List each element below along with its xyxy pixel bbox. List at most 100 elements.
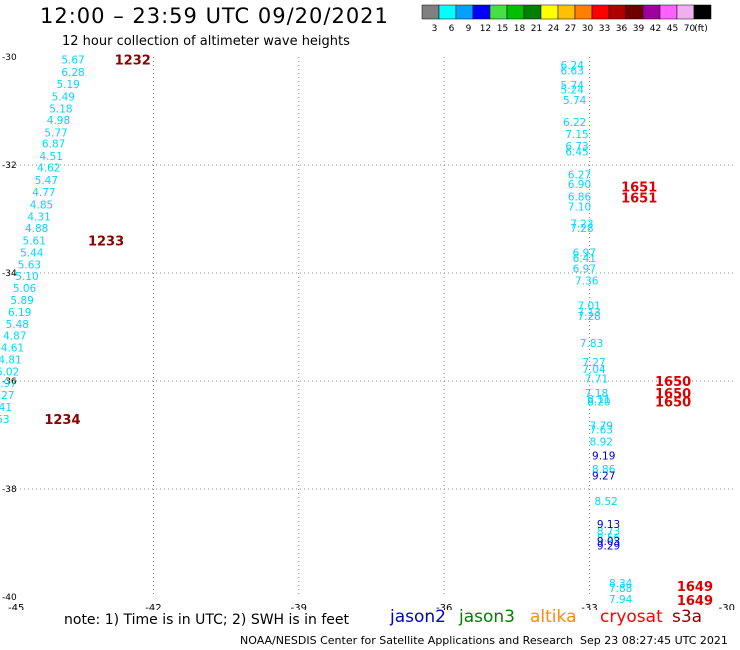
satellite-label-cryosat: cryosat — [600, 607, 663, 627]
wave-height-label: 8.56 — [597, 533, 621, 545]
wave-height-label: 7.71 — [585, 373, 608, 385]
wave-height-label: 4.51 — [40, 151, 63, 163]
wave-height-label: 6.27 — [568, 170, 591, 182]
legend-tick-label: 30 — [582, 24, 594, 34]
wave-height-label: 6.28 — [61, 67, 84, 79]
legend-swatch — [693, 4, 712, 20]
wave-height-label: 9.13 — [597, 519, 620, 531]
satellite-label-altika: altika — [530, 607, 577, 627]
footer-note: note: 1) Time is in UTC; 2) SWH is in fe… — [64, 612, 350, 628]
legend-tick-label: 42 — [650, 24, 661, 34]
wave-height-label: 8.92 — [590, 436, 613, 448]
wave-height-label: 8.73 — [597, 526, 620, 538]
wave-height-label: 7.83 — [580, 338, 603, 350]
wave-height-label: 4.98 — [47, 115, 70, 127]
wave-height-label: 6.73 — [565, 141, 588, 153]
wave-height-label: 5.74 — [563, 95, 587, 107]
legend-tick-label: 3 — [432, 24, 438, 34]
wave-height-label: 9.03 — [597, 536, 620, 548]
y-tick-label: -30 — [2, 53, 17, 63]
wave-height-label: 5.97 — [0, 378, 17, 390]
wave-height-label: 7.63 — [590, 425, 613, 437]
wave-height-label: 7.04 — [582, 364, 606, 376]
wave-height-label: 5.47 — [35, 175, 58, 187]
legend-tick-label: 70 — [684, 24, 696, 34]
wave-height-label: 5.10 — [15, 271, 38, 283]
wave-height-label: 5.63 — [18, 259, 41, 271]
satellite-label-jason2: jason2 — [390, 607, 446, 627]
footer-timestamp: Sep 23 08:27:45 UTC 2021 — [580, 634, 728, 647]
chart-title: 12:00 – 23:59 UTC 09/20/2021 — [40, 4, 389, 28]
wave-height-label: 8.86 — [592, 464, 616, 476]
time-label: 1650 — [655, 375, 691, 390]
wave-height-label: 9.29 — [597, 541, 620, 553]
plot-area: -45 -42 -39 -36 -33 -30 -30 -32 -34 -36 -38 -40 5.67… — [0, 53, 735, 610]
satellite-label-s3a: s3a — [672, 607, 703, 627]
wave-height-label: 5.44 — [20, 247, 44, 259]
y-tick-label: -40 — [2, 593, 17, 603]
wave-height-label: 7.28 — [570, 223, 593, 235]
x-tick-label: -36 — [436, 603, 452, 610]
wave-height-label: 6.02 — [0, 366, 19, 378]
wave-height-label: 4.87 — [3, 331, 26, 343]
wave-height-label: 7.41 — [0, 402, 12, 414]
wave-height-label: 7.27 — [582, 357, 605, 369]
wave-height-label: 6.90 — [568, 179, 591, 191]
wave-height-label: 7.01 — [577, 300, 600, 312]
wave-height-label: 4.88 — [25, 223, 48, 235]
wave-height-label: 7.10 — [568, 202, 591, 214]
time-label: 1651 — [621, 191, 657, 206]
wave-height-label: 5.53 — [0, 414, 10, 426]
y-tick-label: -36 — [2, 377, 17, 387]
y-tick-label: -38 — [2, 485, 17, 495]
wave-height-label: 7.18 — [585, 388, 608, 400]
wave-height-label: 8.34 — [609, 578, 633, 590]
legend-unit: (ft) — [694, 24, 708, 34]
legend-tick-label: 27 — [565, 24, 576, 34]
time-label: 1651 — [621, 181, 657, 196]
wave-height-label: 5.89 — [10, 295, 33, 307]
x-tick-label: -39 — [291, 603, 307, 610]
legend-tick-label: 12 — [480, 24, 491, 34]
wave-height-label: 4.61 — [1, 343, 24, 355]
time-label: 1233 — [88, 235, 124, 250]
wave-height-label: 6.97 — [573, 247, 596, 259]
wave-height-label: 7.94 — [609, 594, 633, 606]
x-tick-label: -30 — [719, 603, 735, 610]
wave-height-label: 6.27 — [0, 390, 14, 402]
time-label: 1649 — [677, 580, 713, 595]
y-tick-label: -32 — [2, 161, 17, 171]
wave-height-label: 4.31 — [27, 211, 50, 223]
color-legend: 3 6 9 12 15 18 21 24 27 30 33 36 39 42 45 70(ft) — [421, 4, 712, 34]
wave-height-label: 8.52 — [594, 496, 617, 508]
x-tick-label: -33 — [581, 603, 597, 610]
time-label: 1649 — [677, 594, 713, 609]
wave-height-label: 6.19 — [8, 307, 31, 319]
legend-tick-label: 15 — [497, 24, 508, 34]
wave-height-label: 6.45 — [565, 147, 588, 159]
legend-tick-label: 18 — [514, 24, 526, 34]
wave-height-label: 6.86 — [568, 191, 592, 203]
wave-height-label: 7.88 — [609, 583, 632, 595]
wave-height-label: 4.85 — [30, 199, 53, 211]
wave-height-label: 9.27 — [592, 471, 615, 483]
wave-height-label: 4.77 — [32, 187, 55, 199]
time-label: 1650 — [655, 387, 691, 402]
time-label: 1232 — [115, 54, 151, 69]
y-tick-label: -34 — [2, 269, 17, 279]
wave-height-label: 6.87 — [42, 138, 65, 150]
legend-tick-label: 33 — [599, 24, 610, 34]
wave-height-label: 7.79 — [590, 420, 613, 432]
footer-credit: NOAA/NESDIS Center for Satellite Applica… — [240, 634, 574, 647]
x-tick-label: -42 — [145, 603, 161, 610]
satellite-label-jason3: jason3 — [459, 607, 515, 627]
wave-height-label: 5.24 — [561, 84, 585, 96]
wave-height-label: 5.19 — [56, 79, 79, 91]
legend-tick-label: 9 — [466, 24, 472, 34]
wave-height-label: 7.36 — [575, 276, 599, 288]
legend-tick-label: 6 — [449, 24, 455, 34]
time-label: 1650 — [655, 396, 691, 411]
wave-height-label: 7.28 — [577, 311, 600, 323]
wave-height-label: 5.49 — [52, 91, 75, 103]
time-label: 1234 — [44, 413, 80, 428]
